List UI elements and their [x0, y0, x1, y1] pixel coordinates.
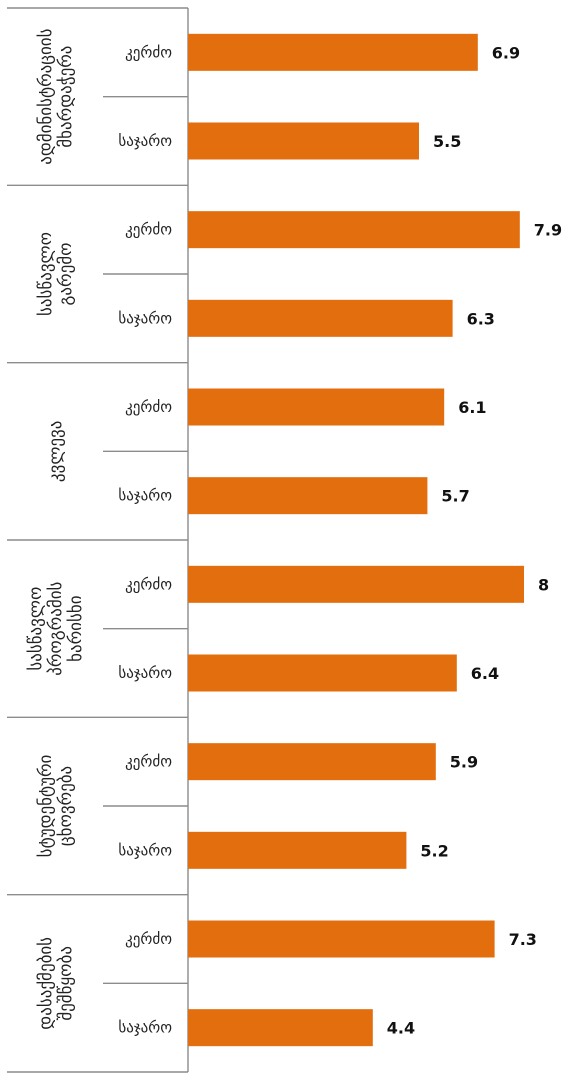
group-label: სტუდენტურიცხოვრება: [36, 755, 76, 858]
subcategory-label: კერძო: [125, 398, 172, 416]
value-label: 7.3: [509, 930, 537, 949]
bar: [188, 831, 407, 869]
group-label: კვლევა: [46, 421, 66, 482]
value-label: 7.9: [534, 221, 562, 240]
value-label: 5.9: [450, 753, 478, 772]
subcategory-label: საჯარო: [118, 132, 172, 150]
bar: [188, 743, 436, 781]
subcategory-label: საჯარო: [118, 664, 172, 682]
bar: [188, 477, 428, 515]
value-label: 6.4: [471, 664, 499, 683]
group-label: სასწავლოპროგრამისხარისხი: [26, 581, 86, 675]
value-label: 5.5: [433, 132, 461, 151]
bar: [188, 299, 453, 337]
group-label: ადმინისტრაციისმხარდაჭერა: [36, 28, 76, 164]
value-label: 4.4: [387, 1019, 415, 1038]
value-label: 5.2: [420, 841, 448, 860]
bar: [188, 33, 478, 71]
subcategory-label: კერძო: [125, 43, 172, 61]
value-label: 6.1: [458, 398, 486, 417]
value-label: 6.9: [492, 43, 520, 62]
group-label: დასაქმებისშეშწყობა: [36, 937, 76, 1030]
subcategory-label: კერძო: [125, 221, 172, 239]
group-label: სასწავლოგარემო: [36, 232, 76, 316]
subcategory-label: საჯარო: [118, 1019, 172, 1037]
bar: [188, 565, 524, 603]
value-label: 8: [538, 575, 549, 594]
subcategory-label: საჯარო: [118, 309, 172, 327]
subcategory-label: კერძო: [125, 753, 172, 771]
bar: [188, 654, 457, 692]
subcategory-label: საჯარო: [118, 487, 172, 505]
value-label: 5.7: [441, 487, 469, 506]
bar: [188, 211, 520, 249]
subcategory-label: კერძო: [125, 575, 172, 593]
value-label: 6.3: [467, 309, 495, 328]
bar: [188, 1009, 373, 1047]
bar: [188, 122, 419, 160]
subcategory-label: კერძო: [125, 930, 172, 948]
subcategory-label: საჯარო: [118, 841, 172, 859]
bar: [188, 920, 495, 958]
bar: [188, 388, 445, 426]
